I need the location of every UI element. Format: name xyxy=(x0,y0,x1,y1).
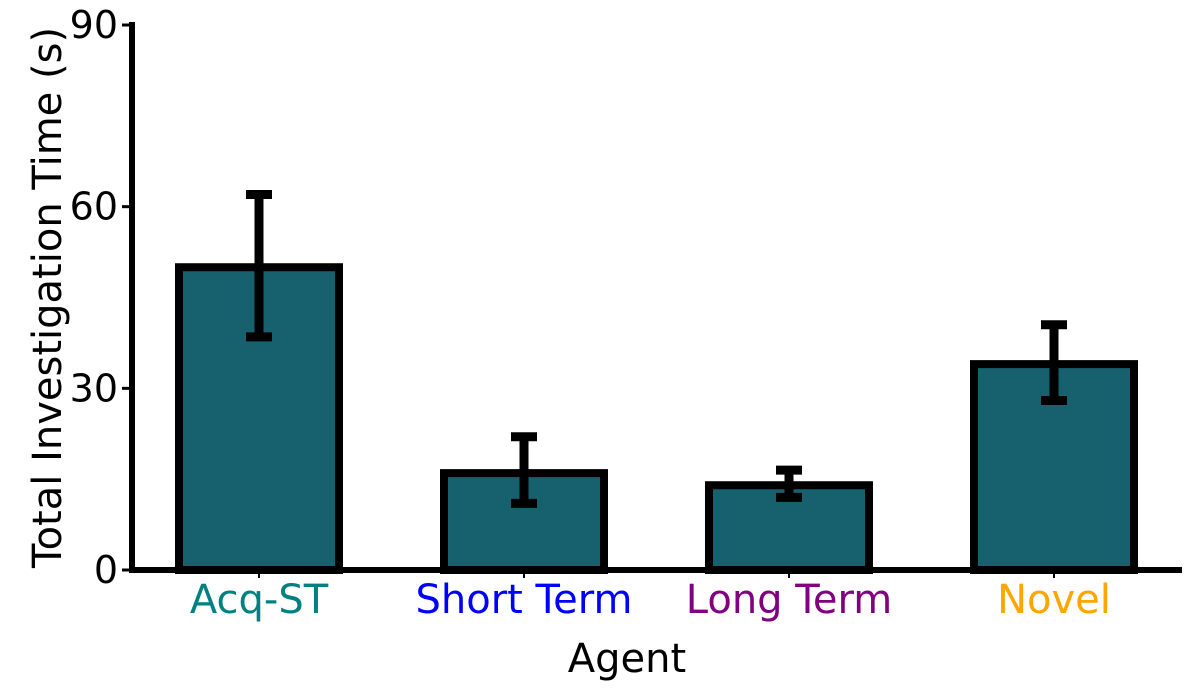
y-tick-label: 30 xyxy=(70,366,118,410)
error-bar-long-term xyxy=(776,465,802,502)
bars-layer xyxy=(175,263,1138,575)
error-bars-layer xyxy=(246,190,1067,508)
x-tick-label-novel: Novel xyxy=(997,577,1111,623)
y-axis-label: Total Investigation Time (s) xyxy=(25,27,71,569)
x-tick-label-acq-st: Acq-ST xyxy=(190,577,329,623)
x-axis-label: Agent xyxy=(568,636,686,682)
error-bar-novel xyxy=(1041,320,1067,405)
error-bar-acq-st xyxy=(246,190,272,342)
y-tick-label: 60 xyxy=(70,185,118,229)
error-bar-short-term xyxy=(511,432,537,508)
x-tick-label-short-term: Short Term xyxy=(415,577,632,623)
x-ticks-layer: Acq-ST Short Term Long Term Novel xyxy=(190,570,1111,623)
y-tick-label: 90 xyxy=(70,3,118,47)
y-ticks-layer: 0 30 60 90 xyxy=(70,3,132,592)
bar-novel xyxy=(970,360,1138,574)
y-tick-label: 0 xyxy=(94,548,118,592)
axes-layer xyxy=(129,22,1182,573)
x-tick-label-long-term: Long Term xyxy=(686,577,892,623)
